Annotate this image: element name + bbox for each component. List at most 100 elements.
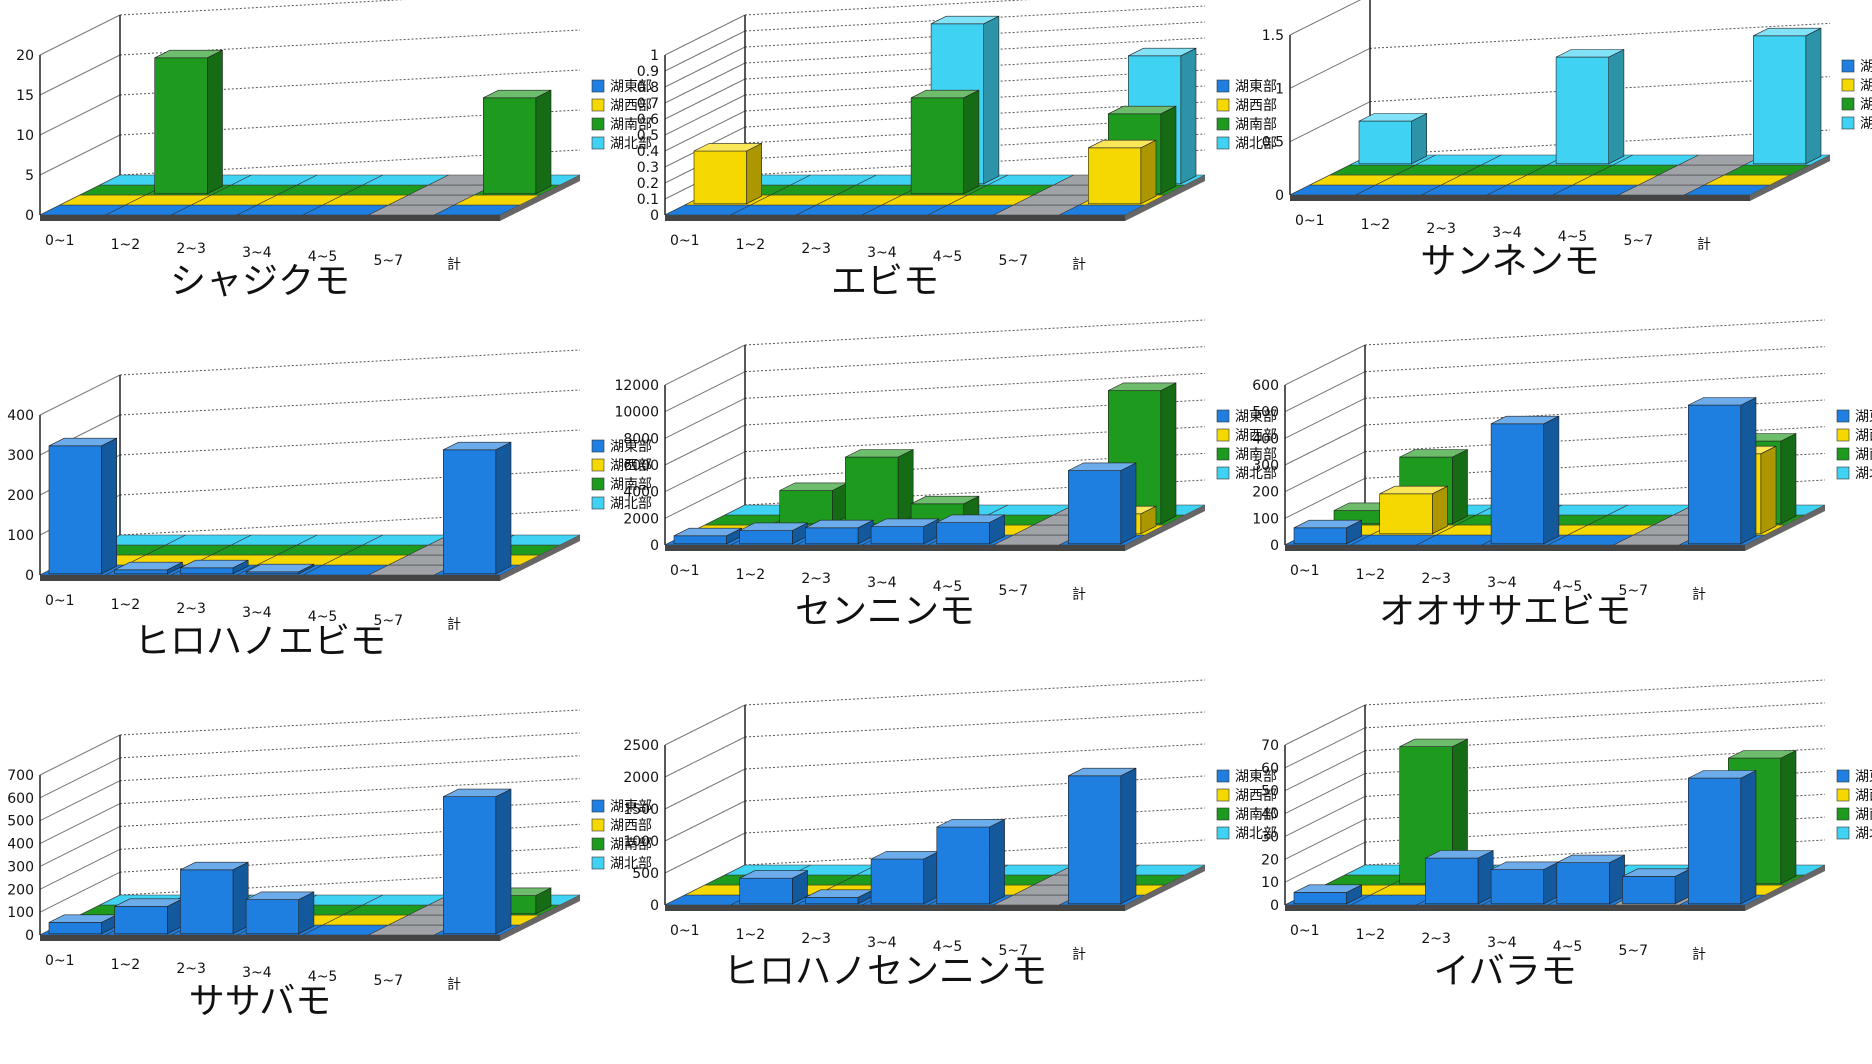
grid-line <box>1369 22 1831 49</box>
x-tick-label: 計 <box>1072 947 1086 963</box>
bar <box>442 788 512 935</box>
y-tick-label: 500 <box>7 814 34 830</box>
bar-side <box>1120 767 1137 905</box>
grid-line <box>1364 702 1826 729</box>
bar-front <box>442 796 497 935</box>
legend-swatch <box>1841 116 1855 130</box>
bar-top <box>1068 767 1137 777</box>
grid-line <box>39 780 121 822</box>
grid-line <box>1284 451 1366 493</box>
x-tick-label: 5~7 <box>999 253 1029 269</box>
y-tick-label: 0 <box>650 898 659 914</box>
x-tick-label: 4~5 <box>308 969 338 985</box>
x-tick-label: 0~1 <box>45 233 75 249</box>
bar <box>693 142 763 205</box>
legend-swatch <box>1216 788 1230 802</box>
bar <box>245 891 315 935</box>
bar <box>245 563 315 575</box>
grid-line <box>664 397 746 439</box>
legend-label: 湖北部 <box>610 136 652 152</box>
bar-top <box>180 861 249 871</box>
bar <box>1379 485 1448 535</box>
x-tick-label: 1~2 <box>736 237 766 253</box>
bar <box>805 889 874 905</box>
grid-line <box>1284 477 1366 519</box>
y-tick-label: 6000 <box>623 458 659 474</box>
y-tick-label: 100 <box>7 528 34 544</box>
grid-line <box>119 709 581 736</box>
bar-top <box>154 49 223 59</box>
bar-front <box>245 899 300 935</box>
legend-swatch <box>1216 826 1230 840</box>
grid-line <box>744 775 1206 802</box>
grid-line <box>664 800 746 842</box>
bar <box>870 850 940 905</box>
x-tick-label: 3~4 <box>867 575 897 591</box>
bar-front <box>154 57 208 195</box>
bar-front <box>870 526 925 545</box>
y-tick-label: 10 <box>1261 875 1279 891</box>
bar-top <box>845 449 914 458</box>
bar-side <box>1432 485 1448 535</box>
y-tick-label: 1000 <box>623 834 659 850</box>
grid-line <box>119 349 581 376</box>
legend-label: 湖南部 <box>610 837 652 853</box>
grid-line <box>744 426 1206 453</box>
grid-line <box>744 85 1206 112</box>
legend-label: 湖東部 <box>1860 59 1872 75</box>
y-tick-label: 1.5 <box>1262 28 1284 44</box>
floor-edge <box>1125 505 1205 551</box>
bar <box>48 914 117 935</box>
bar-side <box>1452 449 1468 525</box>
y-tick-label: 500 <box>632 866 659 882</box>
x-tick-label: 4~5 <box>1553 579 1583 595</box>
grid-line <box>1284 818 1366 860</box>
chart-title: サンネンモ <box>1420 241 1599 282</box>
grid-line <box>744 839 1206 866</box>
grid-line <box>1364 679 1826 706</box>
grid-line <box>39 734 121 776</box>
floor-edge <box>665 215 1125 221</box>
chart-title: イバラモ <box>1433 951 1576 992</box>
bar <box>1399 738 1468 885</box>
grid-line <box>744 346 1206 373</box>
grid-line <box>39 94 121 136</box>
x-tick-label: 0~1 <box>670 233 700 249</box>
bar-top <box>936 514 1005 523</box>
legend-swatch <box>1836 428 1850 442</box>
x-tick-label: 計 <box>1072 587 1086 603</box>
grid-line <box>39 134 121 176</box>
x-tick-label: 4~5 <box>933 939 963 955</box>
x-tick-label: 1~2 <box>111 597 141 613</box>
bar-side <box>1740 397 1757 545</box>
x-tick-label: 3~4 <box>867 935 897 951</box>
grid-line <box>119 755 581 782</box>
grid-line <box>1364 319 1826 346</box>
grid-line <box>664 78 746 120</box>
bar-top <box>1688 397 1757 406</box>
x-tick-label: 2~3 <box>801 931 831 947</box>
bar-top <box>673 527 742 537</box>
bar-top <box>1108 105 1177 115</box>
legend-swatch <box>1216 447 1230 461</box>
grid-line <box>744 399 1206 426</box>
x-tick-label: 0~1 <box>45 953 75 969</box>
bar-top <box>936 819 1005 828</box>
x-tick-label: 2~3 <box>176 601 206 617</box>
legend-label: 湖南部 <box>1235 807 1277 823</box>
x-tick-label: 2~3 <box>176 961 206 977</box>
x-tick-label: 0~1 <box>670 923 700 939</box>
legend-swatch <box>1836 769 1850 783</box>
x-tick-label: 3~4 <box>1487 935 1517 951</box>
bar-front <box>1688 777 1742 905</box>
legend-label: 湖西部 <box>610 818 652 834</box>
y-tick-label: 40 <box>1261 807 1279 823</box>
legend-label: 湖北部 <box>1855 466 1872 482</box>
bar-front <box>870 858 925 905</box>
grid-line <box>744 807 1206 834</box>
bar-side <box>1608 49 1625 165</box>
grid-line <box>744 452 1206 479</box>
y-tick-label: 100 <box>1252 511 1279 527</box>
bar-front <box>739 530 793 545</box>
